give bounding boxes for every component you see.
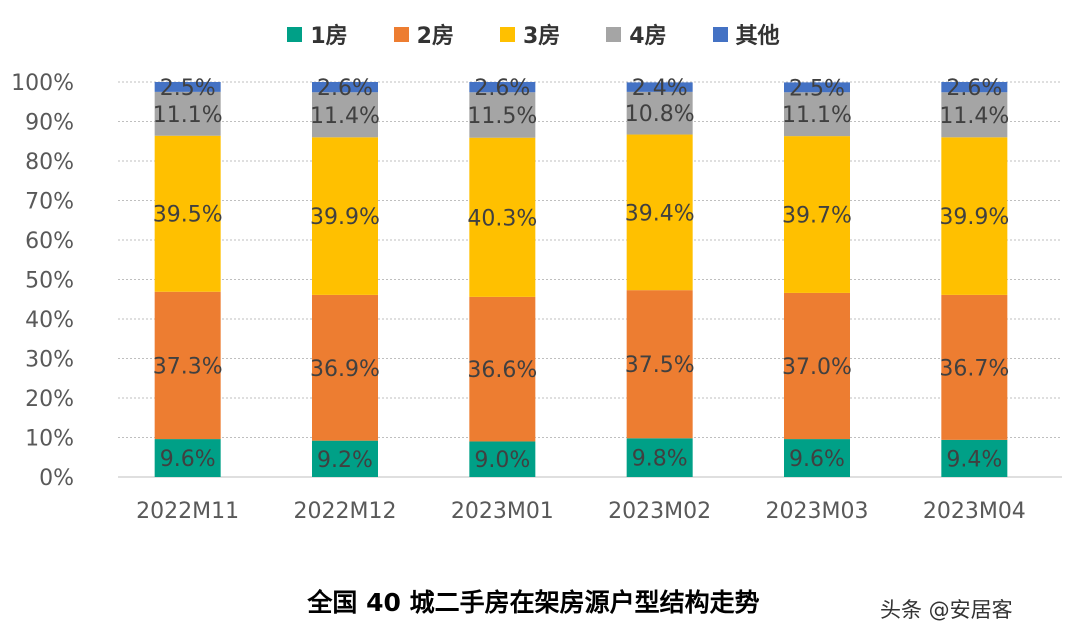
data-label: 2.6% <box>317 76 373 101</box>
data-label: 9.0% <box>474 448 530 473</box>
data-label: 10.8% <box>625 102 695 127</box>
bar-segment <box>626 438 693 477</box>
legend-label: 其他 <box>735 24 780 49</box>
data-label: 39.5% <box>153 203 223 228</box>
bar-segment <box>784 292 850 440</box>
data-label: 37.5% <box>625 353 695 378</box>
bar-segment <box>312 82 378 93</box>
bar-segment <box>941 294 1008 440</box>
x-tick-label: 2023M03 <box>766 499 869 524</box>
data-label: 9.4% <box>946 447 1002 472</box>
data-label: 11.4% <box>939 104 1009 129</box>
y-tick-label: 60% <box>25 229 74 254</box>
bar-segment <box>154 82 221 92</box>
legend-item: 1房 <box>287 18 348 50</box>
watermark: 头条 @安居客 <box>880 598 1013 622</box>
bar-segment <box>312 137 378 295</box>
data-label: 11.1% <box>153 103 223 128</box>
bar-segment <box>469 137 536 297</box>
y-tick-label: 40% <box>25 308 74 333</box>
bar-segment <box>941 137 1008 295</box>
bar-segment <box>941 439 1008 477</box>
data-label: 9.6% <box>160 447 216 472</box>
legend-item: 2房 <box>393 18 454 50</box>
data-label: 39.7% <box>782 204 852 229</box>
legend-swatch <box>606 26 622 42</box>
y-tick-label: 80% <box>25 150 74 175</box>
data-label: 37.0% <box>782 355 852 380</box>
bar-segment <box>312 440 378 477</box>
legend-item: 4房 <box>606 18 667 50</box>
bar-segment <box>941 82 1008 93</box>
data-label: 40.3% <box>467 206 537 231</box>
legend-label: 2房 <box>416 24 454 49</box>
bar-segment <box>784 82 850 93</box>
x-tick-label: 2023M02 <box>608 499 711 524</box>
data-label: 9.6% <box>789 447 845 472</box>
data-label: 2.6% <box>946 76 1002 101</box>
bar-segment <box>941 92 1008 138</box>
bar-segment <box>154 135 221 292</box>
data-label: 36.7% <box>939 356 1009 381</box>
bar-segment <box>784 439 850 477</box>
bar-segment <box>154 91 221 136</box>
legend-item: 其他 <box>712 18 780 50</box>
legend-swatch <box>712 26 728 42</box>
chart-title: 全国 40 城二手房在架房源户型结构走势 <box>307 588 760 617</box>
bar-segment <box>312 92 378 138</box>
data-label: 2.5% <box>160 76 216 101</box>
bar-segment <box>626 290 693 439</box>
data-label: 39.9% <box>310 205 380 230</box>
bar-segment <box>312 294 378 441</box>
bar-segment <box>154 439 221 477</box>
legend-swatch <box>287 26 303 42</box>
bar-segment <box>626 91 693 135</box>
data-label: 2.6% <box>474 76 530 101</box>
y-tick-label: 90% <box>25 111 74 136</box>
bar-segment <box>469 82 536 93</box>
data-label: 9.8% <box>632 447 688 472</box>
data-label: 2.4% <box>632 76 688 101</box>
data-label: 11.4% <box>310 104 380 129</box>
data-label: 11.5% <box>467 104 537 129</box>
bar-segment <box>469 441 536 477</box>
y-tick-label: 10% <box>25 427 74 452</box>
data-label: 36.6% <box>467 358 537 383</box>
bar-segment <box>626 82 693 92</box>
legend-swatch <box>393 26 409 42</box>
data-label: 9.2% <box>317 448 373 473</box>
legend: 1房 2房 3房 4房 其他 <box>0 18 1067 50</box>
y-tick-label: 30% <box>25 348 74 373</box>
bar-segment <box>626 134 693 291</box>
data-label: 39.9% <box>939 205 1009 230</box>
data-label: 37.3% <box>153 354 223 379</box>
bar-segment <box>469 296 536 442</box>
legend-label: 1房 <box>310 24 348 49</box>
legend-item: 3房 <box>499 18 561 50</box>
x-tick-label: 2023M01 <box>451 499 554 524</box>
bar-segment <box>154 291 221 440</box>
legend-swatch <box>499 26 515 42</box>
bar-segment <box>784 92 850 137</box>
x-tick-label: 2022M12 <box>294 499 397 524</box>
bar-segment <box>784 136 850 293</box>
y-tick-label: 100% <box>11 71 74 96</box>
bar-segment <box>469 92 536 138</box>
data-label: 36.9% <box>310 357 380 382</box>
y-tick-label: 70% <box>25 190 74 215</box>
legend-label: 3房 <box>522 24 561 49</box>
data-label: 11.1% <box>782 103 852 128</box>
y-tick-label: 0% <box>39 466 74 491</box>
data-label: 39.4% <box>625 201 695 226</box>
x-tick-label: 2023M04 <box>923 499 1026 524</box>
y-tick-label: 50% <box>25 269 74 294</box>
x-tick-label: 2022M11 <box>136 499 239 524</box>
y-tick-label: 20% <box>25 387 74 412</box>
data-label: 2.5% <box>789 76 845 101</box>
legend-label: 4房 <box>629 24 667 49</box>
